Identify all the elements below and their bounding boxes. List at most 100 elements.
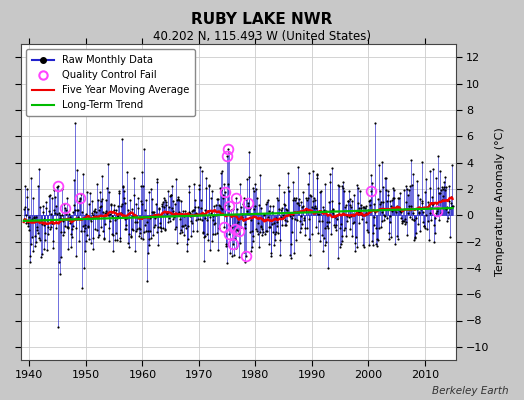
Point	[146, 228, 154, 234]
Point	[43, 217, 51, 224]
Point	[81, 222, 90, 228]
Point	[33, 227, 41, 234]
Point	[364, 229, 372, 235]
Point	[69, 209, 78, 216]
Point	[323, 222, 331, 229]
Point	[394, 236, 402, 242]
Point	[50, 187, 59, 193]
Point	[185, 183, 193, 190]
Point	[382, 187, 390, 193]
Point	[237, 211, 246, 217]
Point	[77, 228, 85, 234]
Point	[31, 218, 40, 224]
Point	[322, 208, 330, 214]
Point	[339, 185, 347, 191]
Point	[51, 203, 60, 210]
Point	[358, 212, 366, 219]
Point	[146, 214, 155, 221]
Point	[283, 170, 292, 176]
Point	[381, 213, 389, 219]
Point	[60, 229, 68, 236]
Point	[394, 195, 402, 202]
Point	[309, 197, 318, 204]
Point	[230, 228, 238, 235]
Point	[282, 222, 290, 229]
Point	[389, 184, 398, 191]
Point	[418, 200, 426, 207]
Point	[266, 224, 275, 231]
Point	[40, 246, 49, 252]
Point	[160, 195, 168, 202]
Point	[341, 224, 349, 231]
Point	[359, 244, 368, 250]
Point	[190, 181, 198, 188]
Point	[303, 181, 312, 187]
Point	[384, 192, 392, 198]
Point	[56, 271, 64, 278]
Point	[108, 248, 117, 254]
Point	[219, 194, 227, 201]
Point	[48, 220, 56, 226]
Point	[211, 220, 220, 226]
Point	[178, 223, 187, 230]
Point	[68, 234, 77, 240]
Point	[322, 239, 331, 246]
Point	[438, 184, 446, 190]
Point	[214, 196, 222, 202]
Point	[241, 220, 249, 227]
Point	[52, 225, 60, 231]
Point	[339, 182, 347, 189]
Point	[438, 197, 446, 204]
Point	[409, 210, 417, 216]
Point	[294, 196, 303, 202]
Point	[445, 198, 453, 204]
Point	[257, 223, 265, 229]
Point	[380, 175, 389, 182]
Point	[232, 227, 241, 234]
Point	[312, 205, 320, 211]
Point	[447, 162, 456, 168]
Point	[132, 228, 140, 234]
Point	[119, 184, 127, 190]
Point	[370, 221, 379, 228]
Point	[258, 232, 267, 238]
Point	[157, 225, 165, 231]
Point	[205, 182, 213, 188]
Point	[329, 207, 337, 213]
Point	[440, 174, 449, 180]
Point	[133, 219, 141, 226]
Point	[307, 207, 315, 214]
Point	[219, 192, 227, 198]
Point	[39, 209, 47, 215]
Point	[353, 185, 362, 191]
Point	[238, 214, 246, 220]
Point	[396, 207, 404, 214]
Point	[62, 195, 71, 202]
Point	[208, 238, 216, 244]
Point	[154, 224, 162, 230]
Point	[429, 201, 438, 208]
Point	[58, 186, 67, 192]
Point	[362, 203, 370, 209]
Point	[255, 172, 264, 178]
Point	[109, 232, 117, 238]
Point	[361, 212, 369, 218]
Point	[354, 209, 363, 216]
Point	[234, 218, 243, 225]
Point	[227, 212, 236, 218]
Point	[250, 206, 259, 212]
Point	[203, 217, 211, 223]
Point	[112, 207, 120, 214]
Point	[31, 233, 39, 240]
Point	[213, 247, 222, 253]
Point	[194, 216, 202, 222]
Point	[335, 244, 344, 250]
Point	[288, 179, 297, 186]
Point	[41, 230, 50, 236]
Point	[364, 206, 373, 213]
Point	[431, 214, 439, 221]
Point	[444, 209, 453, 216]
Point	[288, 229, 296, 235]
Point	[432, 204, 441, 211]
Point	[43, 224, 52, 230]
